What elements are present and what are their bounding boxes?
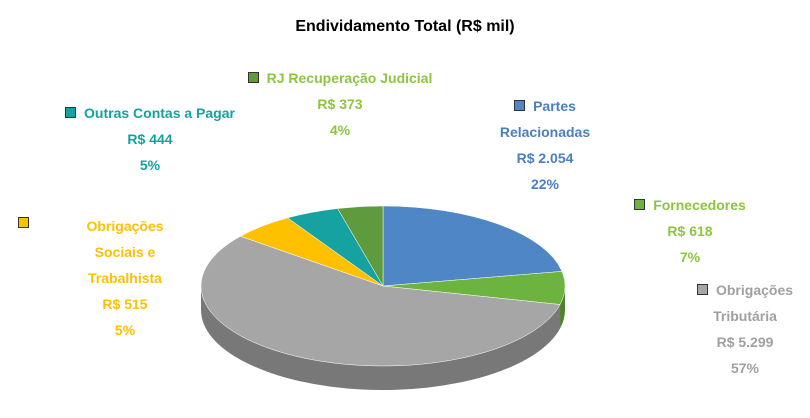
percent-label: 22% — [530, 176, 560, 192]
slice — [337, 205, 384, 287]
value-label: R$ 618 — [667, 223, 713, 239]
percent-label: 7% — [679, 249, 701, 265]
label-name: RJ Recuperação Judicial — [266, 70, 433, 86]
data-label: Outras Contas a Pagar R$ 444 5% — [60, 100, 240, 178]
data-label: Partes Relacionadas R$ 2.054 22% — [470, 93, 620, 197]
percent-label: 5% — [139, 157, 161, 173]
legend-marker — [18, 217, 29, 228]
slice — [200, 235, 561, 367]
value-label: R$ 2.054 — [516, 150, 574, 166]
data-label: Fornecedores R$ 618 7% — [615, 192, 765, 270]
slice — [382, 205, 563, 287]
percent-label: 4% — [329, 122, 351, 138]
slice-side — [201, 286, 561, 391]
legend-marker — [696, 284, 708, 295]
value-label: R$ 444 — [127, 131, 173, 147]
value-label: R$ 373 — [317, 96, 363, 112]
data-label: Obrigações Sociais e Trabalhista R$ 515 5% — [70, 213, 180, 343]
data-label: RJ Recuperação Judicial R$ 373 4% — [245, 65, 435, 143]
chart-title: Endividamento Total (R$ mil) — [295, 18, 515, 35]
label-name: Partes Relacionadas — [499, 98, 591, 140]
label-name: Fornecedores — [653, 197, 746, 213]
legend-marker — [634, 199, 646, 210]
legend-marker — [247, 72, 259, 83]
legend-marker — [65, 107, 77, 118]
percent-label: 5% — [114, 322, 136, 338]
label-name: Obrigações Tributária — [713, 282, 794, 324]
label-name: Obrigações Sociais e Trabalhista — [86, 218, 164, 286]
legend-marker — [514, 100, 526, 111]
slice-side — [560, 286, 565, 329]
value-label: R$ 515 — [102, 296, 148, 312]
data-label: Obrigações Tributária R$ 5.299 57% — [680, 277, 810, 381]
value-label: R$ 5.299 — [716, 334, 774, 350]
percent-label: 57% — [730, 360, 760, 376]
label-name: Outras Contas a Pagar — [84, 105, 235, 121]
